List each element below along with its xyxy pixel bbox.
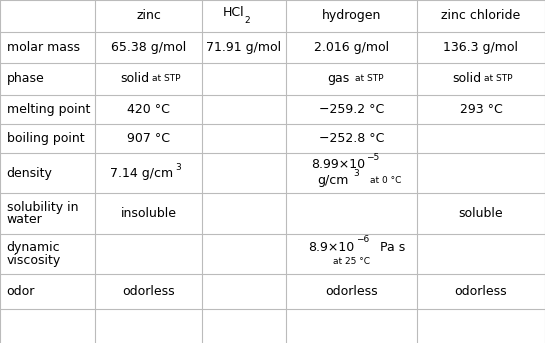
- Text: soluble: soluble: [459, 207, 503, 220]
- Text: solid: solid: [453, 72, 482, 85]
- Text: at 0 °C: at 0 °C: [370, 176, 402, 185]
- Text: hydrogen: hydrogen: [322, 9, 381, 22]
- Text: zinc: zinc: [136, 9, 161, 22]
- Text: gas: gas: [327, 72, 349, 85]
- Text: boiling point: boiling point: [7, 132, 84, 145]
- Text: 2: 2: [244, 16, 250, 25]
- Text: at 25 °C: at 25 °C: [333, 257, 370, 266]
- Text: density: density: [7, 167, 52, 180]
- Text: 907 °C: 907 °C: [127, 132, 170, 145]
- Text: −5: −5: [366, 153, 379, 162]
- Text: zinc chloride: zinc chloride: [441, 9, 520, 22]
- Text: 71.91 g/mol: 71.91 g/mol: [207, 41, 281, 54]
- Text: g/cm: g/cm: [317, 174, 348, 187]
- Text: water: water: [7, 213, 43, 226]
- Text: 7.14 g/cm: 7.14 g/cm: [111, 167, 173, 180]
- Text: solubility in: solubility in: [7, 201, 78, 214]
- Text: at STP: at STP: [484, 74, 513, 83]
- Text: 8.99×10: 8.99×10: [311, 158, 365, 171]
- Text: at STP: at STP: [152, 74, 180, 83]
- Text: odorless: odorless: [122, 285, 175, 298]
- Text: odorless: odorless: [455, 285, 507, 298]
- Text: −252.8 °C: −252.8 °C: [319, 132, 384, 145]
- Text: 420 °C: 420 °C: [127, 103, 170, 116]
- Text: −259.2 °C: −259.2 °C: [319, 103, 384, 116]
- Text: melting point: melting point: [7, 103, 90, 116]
- Text: −6: −6: [356, 235, 369, 244]
- Text: molar mass: molar mass: [7, 41, 80, 54]
- Text: 8.9×10: 8.9×10: [308, 241, 354, 254]
- Text: 3: 3: [353, 169, 359, 178]
- Text: phase: phase: [7, 72, 44, 85]
- Text: 3: 3: [175, 163, 181, 172]
- Text: insoluble: insoluble: [120, 207, 177, 220]
- Text: solid: solid: [120, 72, 149, 85]
- Text: 65.38 g/mol: 65.38 g/mol: [111, 41, 186, 54]
- Text: viscosity: viscosity: [7, 254, 61, 267]
- Text: HCl: HCl: [222, 6, 244, 19]
- Text: odor: odor: [7, 285, 35, 298]
- Text: at STP: at STP: [355, 74, 383, 83]
- Text: 2.016 g/mol: 2.016 g/mol: [314, 41, 389, 54]
- Text: 293 °C: 293 °C: [459, 103, 502, 116]
- Text: 136.3 g/mol: 136.3 g/mol: [444, 41, 518, 54]
- Text: dynamic: dynamic: [7, 241, 60, 255]
- Text: odorless: odorless: [325, 285, 378, 298]
- Text: Pa s: Pa s: [380, 241, 405, 254]
